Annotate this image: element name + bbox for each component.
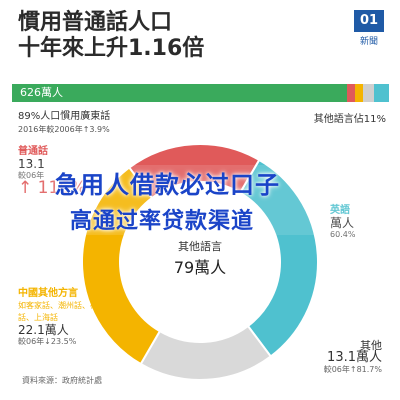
- donut-slice-3: [81, 166, 162, 366]
- other-name: 其他: [360, 339, 382, 352]
- chinese-dialects-value: 22.1萬人: [18, 323, 69, 337]
- other-languages-caption: 其他語言佔11%: [313, 114, 386, 125]
- mandarin-name: 普通話: [18, 146, 48, 157]
- other-label: 其他 13.1萬人 較06年↑81.7%: [272, 340, 382, 376]
- bar-seg-other-0: [347, 84, 355, 102]
- title-line-1: 慣用普通話人口: [18, 10, 173, 35]
- logo-mark: 01: [354, 10, 384, 32]
- donut-center-value: 79萬人: [173, 258, 227, 277]
- donut-slice-2: [139, 324, 273, 381]
- english-change: 60.4%: [330, 230, 356, 239]
- mandarin-change: ↑ 116%: [18, 178, 87, 198]
- other-value: 13.1萬人: [327, 350, 382, 365]
- chinese-dialects-examples: 如客家話、潮州話、福建話、上海話: [18, 301, 106, 322]
- chart-title: 慣用普通話人口 十年來上升1.16倍: [18, 10, 338, 62]
- ad-banner-line-1[interactable]: 急用人借款必过口子: [55, 171, 280, 199]
- english-value: 萬人: [330, 216, 355, 230]
- chinese-dialects-label: 中國其他方言 如客家話、潮州話、福建話、上海話 22.1萬人 較06年↓23.5…: [18, 288, 108, 348]
- hk01-logo: 01 新聞: [354, 10, 384, 50]
- english-name: 英語: [330, 205, 350, 216]
- chinese-dialects-name: 中國其他方言: [18, 288, 78, 299]
- cantonese-caption-main: 89%人口慣用廣東話: [18, 111, 111, 122]
- mandarin-change-sub: 較06年: [18, 171, 45, 180]
- logo-text: 新聞: [359, 37, 378, 47]
- donut-center: 其他語言 79萬人: [140, 238, 260, 278]
- cantonese-caption-sub: 2016年較2006年↑3.9%: [18, 125, 110, 134]
- mandarin-label: 普通話 13.1 較06年 ↑ 116%: [18, 146, 87, 198]
- english-label: 英語 萬人 60.4%: [330, 205, 355, 241]
- mandarin-value: 13.1: [18, 157, 45, 171]
- ad-banner-overlay[interactable]: [0, 165, 400, 235]
- bar-seg-other-3: [374, 84, 389, 102]
- cantonese-bar-label: 626萬人: [20, 86, 63, 99]
- language-share-bar: 626萬人: [12, 84, 389, 102]
- cantonese-caption: 89%人口慣用廣東話 2016年較2006年↑3.9%: [18, 110, 110, 136]
- bar-seg-cantonese: [12, 84, 347, 102]
- bar-seg-other-2: [363, 84, 374, 102]
- title-line-2: 十年來上升1.16倍: [18, 36, 205, 61]
- other-change: 較06年↑81.7%: [323, 365, 382, 374]
- source-note: 資料來源：政府統計處: [22, 376, 102, 385]
- ad-banner-line-2[interactable]: 高通过率贷款渠道: [70, 209, 255, 234]
- bar-seg-other-1: [355, 84, 363, 102]
- chinese-dialects-change: 較06年↓23.5%: [18, 337, 77, 346]
- donut-center-name: 其他語言: [178, 240, 222, 253]
